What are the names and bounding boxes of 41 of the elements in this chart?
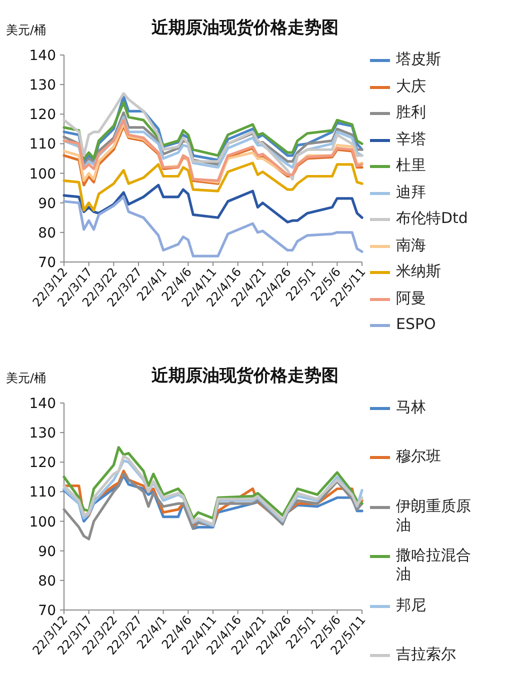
y-tick-label: 100: [29, 166, 56, 182]
y-tick-label: 110: [29, 136, 56, 153]
y-tick-label: 140: [29, 48, 56, 64]
legend-label: 吉拉索尔: [396, 645, 457, 664]
y-tick-label: 70: [38, 603, 56, 619]
y-tick-label: 80: [38, 225, 56, 242]
legend-label: 米纳斯: [396, 262, 442, 281]
legend-label: 伊朗重质原油: [396, 496, 472, 535]
y-tick-label: 90: [38, 196, 56, 212]
line-series: [62, 184, 364, 224]
legend-label: 南海: [396, 236, 427, 254]
y-tick-label: 120: [29, 455, 56, 472]
legend-label: 杜里: [396, 156, 427, 175]
y-tick-label: 100: [29, 514, 56, 530]
y-axis-title: 美元/桶: [6, 23, 46, 37]
y-tick-label: 90: [38, 544, 56, 560]
legend-label: 大庆: [396, 76, 427, 96]
line-series: [62, 196, 364, 258]
legend-label: 马林: [396, 398, 427, 417]
legend-label: 阿曼: [396, 288, 427, 308]
y-tick-label: 130: [29, 426, 56, 442]
y-tick-label: 110: [29, 484, 56, 501]
y-tick-label: 120: [29, 107, 56, 124]
legend-label: 布伦特Dtd: [396, 209, 469, 228]
line-series: [62, 92, 364, 180]
legend-label: 撒哈拉混合油: [396, 546, 472, 584]
legend-label: ESPO: [396, 315, 437, 334]
chart-title: 近期原油现货价格走势图: [150, 366, 338, 386]
legend-label: 胜利: [396, 103, 427, 122]
legend-label: 邦尼: [396, 596, 427, 615]
legend-label: 穆尔班: [396, 447, 442, 466]
legend-label: 辛塔: [396, 130, 427, 148]
y-tick-label: 140: [29, 396, 56, 412]
legend-label: 迪拜: [396, 182, 427, 202]
chart-title: 近期原油现货价格走势图: [150, 18, 338, 38]
y-tick-label: 80: [38, 573, 56, 590]
y-axis-title: 美元/桶: [6, 371, 46, 385]
line-series: [62, 162, 364, 212]
y-tick-label: 70: [38, 255, 56, 271]
y-tick-label: 130: [29, 78, 56, 94]
legend-label: 塔皮斯: [396, 50, 442, 69]
